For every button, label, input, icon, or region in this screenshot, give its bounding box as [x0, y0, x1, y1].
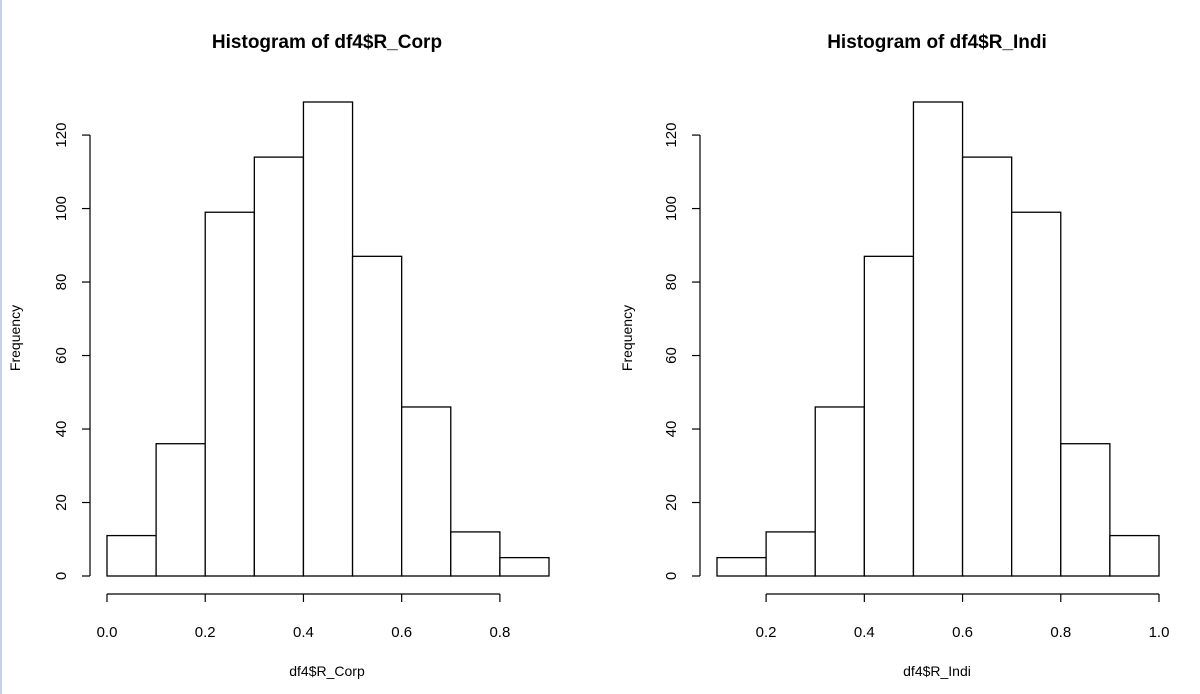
histogram-panel-corp: Histogram of df4$R_Corp df4$R_Corp Frequ…: [7, 32, 550, 679]
histogram-bar: [814, 406, 865, 577]
histogram-panel-indi: Histogram of df4$R_Indi df4$R_Indi Frequ…: [619, 32, 1170, 679]
histogram-bar: [1011, 211, 1062, 577]
chart-title: Histogram of df4$R_Corp: [212, 32, 442, 53]
bar-group: [106, 101, 550, 577]
chart-title: Histogram of df4$R_Indi: [827, 32, 1047, 53]
histogram-bar: [401, 406, 452, 577]
y-tick-label: 100: [53, 196, 70, 221]
x-tick-label: 1.0: [1149, 624, 1170, 641]
y-tick-label: 100: [663, 196, 680, 221]
y-tick-label: 80: [663, 274, 680, 291]
y-axis-label: Frequency: [7, 305, 23, 371]
x-tick-label: 0.6: [391, 624, 412, 641]
histogram-bar: [351, 255, 403, 577]
x-axis: 0.0 0.2 0.4 0.6 0.8: [97, 593, 510, 641]
y-tick-label: 40: [53, 421, 70, 438]
y-tick-label: 0: [663, 572, 680, 580]
y-tick-label: 60: [663, 347, 680, 364]
x-tick-label: 0.2: [756, 624, 777, 641]
histogram-bar: [106, 534, 157, 577]
x-tick-label: 0.4: [293, 624, 314, 641]
y-tick-label: 80: [53, 274, 70, 291]
histogram-bar: [863, 255, 915, 577]
x-axis-label: df4$R_Corp: [289, 663, 365, 679]
histogram-bar: [765, 531, 816, 577]
bar-group: [716, 101, 1160, 577]
histogram-bar: [1060, 443, 1111, 577]
x-tick-label: 0.6: [952, 624, 973, 641]
histogram-bar: [1109, 534, 1160, 577]
y-tick-label: 0: [53, 572, 70, 580]
y-tick-label: 20: [663, 494, 680, 511]
histogram-bar: [302, 101, 354, 577]
histogram-bar: [499, 556, 550, 577]
y-tick-label: 40: [663, 421, 680, 438]
x-axis-label: df4$R_Indi: [903, 663, 971, 679]
histogram-bar: [155, 443, 206, 577]
x-axis: 0.2 0.4 0.6 0.8 1.0: [756, 593, 1170, 641]
y-tick-label: 120: [663, 123, 680, 148]
histogram-bar: [450, 531, 501, 577]
y-axis: 0 20 40 60 80 100 120: [53, 123, 91, 580]
histogram-bar: [204, 211, 255, 577]
histogram-bar: [912, 101, 964, 577]
x-tick-label: 0.4: [854, 624, 875, 641]
x-tick-label: 0.2: [195, 624, 216, 641]
x-tick-label: 0.8: [489, 624, 510, 641]
y-tick-label: 20: [53, 494, 70, 511]
y-axis: 0 20 40 60 80 100 120: [663, 123, 701, 580]
x-tick-label: 0.0: [97, 624, 118, 641]
window-edge: [0, 0, 2, 694]
y-axis-label: Frequency: [619, 305, 635, 371]
x-tick-label: 0.8: [1050, 624, 1071, 641]
histogram-bar: [253, 156, 305, 577]
histogram-bar: [961, 156, 1013, 577]
y-tick-label: 60: [53, 347, 70, 364]
y-tick-label: 120: [53, 123, 70, 148]
histogram-bar: [716, 556, 767, 577]
